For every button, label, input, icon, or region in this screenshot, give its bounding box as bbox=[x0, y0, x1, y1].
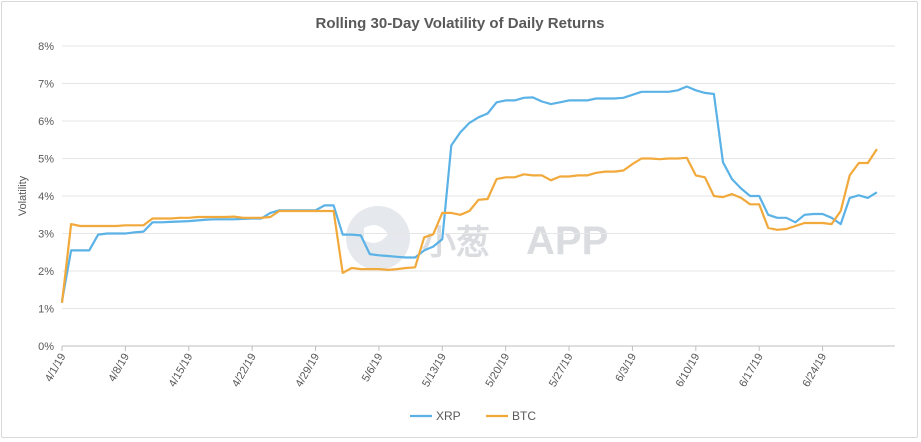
x-tick-label: 5/6/19 bbox=[360, 352, 386, 384]
x-tick-label: 6/3/19 bbox=[613, 352, 639, 384]
x-tick-label: 4/22/19 bbox=[230, 352, 259, 390]
x-tick-label: 6/24/19 bbox=[800, 352, 829, 390]
series-lines bbox=[60, 85, 878, 304]
x-axis: 4/1/19 4/8/19 4/15/19 4/22/19 4/29/19 5/6/19 5… bbox=[43, 346, 829, 389]
y-tick-label: 8% bbox=[38, 41, 54, 53]
y-tick-label: 5% bbox=[38, 154, 54, 166]
y-axis-label: Volatility bbox=[17, 175, 29, 216]
x-tick-label: 5/13/19 bbox=[420, 352, 449, 390]
x-tick-label: 4/15/19 bbox=[167, 352, 196, 390]
legend-label-btc: BTC bbox=[512, 409, 536, 423]
legend: XRP BTC bbox=[410, 409, 536, 423]
x-tick-label: 4/29/19 bbox=[293, 352, 322, 390]
chart-svg: Rolling 30-Day Volatility of Daily Retur… bbox=[17, 15, 895, 423]
y-tick-label: 3% bbox=[38, 229, 54, 241]
x-tick-label: 5/27/19 bbox=[547, 352, 576, 390]
watermark-text: APP bbox=[526, 219, 608, 263]
y-tick-label: 2% bbox=[38, 266, 54, 278]
x-tick-label: 6/10/19 bbox=[674, 352, 703, 390]
gridlines bbox=[62, 45, 895, 347]
chart-title: Rolling 30-Day Volatility of Daily Retur… bbox=[316, 15, 605, 32]
x-tick-label: 6/17/19 bbox=[737, 352, 766, 390]
watermark: 小葱 APP bbox=[346, 206, 608, 270]
y-tick-label: 4% bbox=[38, 191, 54, 203]
series-line-btc bbox=[60, 148, 878, 304]
y-tick-label: 6% bbox=[38, 116, 54, 128]
y-tick-label: 0% bbox=[38, 341, 54, 353]
y-axis-ticks: 0% 1% 2% 3% 4% 5% 6% 7% 8% bbox=[38, 41, 54, 353]
y-tick-label: 7% bbox=[38, 79, 54, 91]
y-tick-label: 1% bbox=[38, 304, 54, 316]
series-line-xrp bbox=[60, 85, 878, 302]
x-tick-label: 5/20/19 bbox=[484, 352, 513, 390]
legend-label-xrp: XRP bbox=[436, 409, 461, 423]
x-tick-label: 4/1/19 bbox=[43, 352, 69, 384]
watermark-logo-text: 小葱 bbox=[422, 224, 490, 262]
x-tick-label: 4/8/19 bbox=[106, 352, 132, 384]
